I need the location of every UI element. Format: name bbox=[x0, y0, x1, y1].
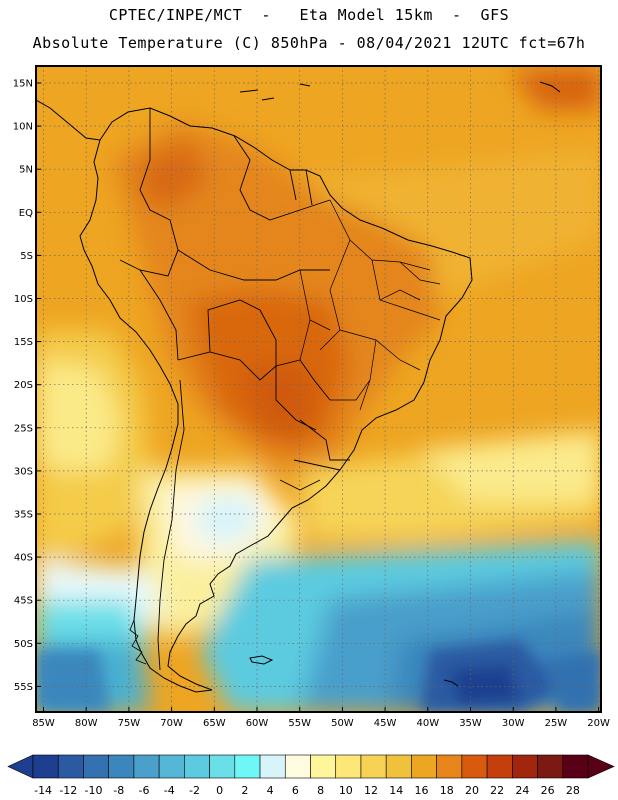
colorbar-swatch bbox=[133, 754, 160, 779]
colorbar-label: 28 bbox=[566, 784, 580, 797]
colorbar-swatch bbox=[57, 754, 84, 779]
longitude-axis: 85W 80W 75W 70W 65W 60W 55W 50W 45W 40W 35W 30W 25W 2… bbox=[32, 707, 610, 729]
colorbar-label: 26 bbox=[541, 784, 555, 797]
lon-tick-label: 35W bbox=[459, 718, 482, 729]
colorbar-label: -6 bbox=[139, 784, 150, 797]
south-america-coastline bbox=[79, 107, 473, 693]
chart-title-line1: CPTEC/INPE/MCT - Eta Model 15km - GFS bbox=[108, 6, 510, 24]
colorbar-label: -4 bbox=[164, 784, 175, 797]
state-borders bbox=[299, 199, 441, 411]
lat-tick-label: 30S bbox=[14, 466, 33, 477]
lat-tick-label: 5S bbox=[20, 251, 33, 262]
south-georgia bbox=[443, 679, 459, 687]
lat-tick-label: 20S bbox=[14, 380, 33, 391]
lon-tick-label: 55W bbox=[288, 718, 311, 729]
colorbar-label: -14 bbox=[34, 784, 52, 797]
lat-tick-label: 50S bbox=[14, 639, 33, 650]
lon-tick-label: 85W bbox=[32, 718, 55, 729]
lon-tick-label: 40W bbox=[416, 718, 439, 729]
lat-tick-label: 55S bbox=[14, 682, 33, 693]
lon-tick-label: 80W bbox=[75, 718, 98, 729]
colorbar-label: -12 bbox=[59, 784, 77, 797]
latitude-axis: 15N 10N 5N EQ 5S 10S 15S 20S 25S 30S 35S 40S 45S 50S 5… bbox=[13, 79, 41, 693]
colorbar-label: 0 bbox=[216, 784, 223, 797]
colorbar-label: -10 bbox=[85, 784, 103, 797]
colorbar-swatch bbox=[335, 754, 362, 779]
colorbar-swatch bbox=[436, 754, 463, 779]
colorbar-swatch bbox=[32, 754, 59, 779]
color-bar bbox=[7, 754, 615, 779]
colorbar-label: 2 bbox=[241, 784, 248, 797]
colorbar-swatch bbox=[184, 754, 210, 779]
lon-tick-label: 75W bbox=[118, 718, 141, 729]
coastlines-borders bbox=[36, 81, 561, 693]
colorbar-swatch bbox=[385, 754, 412, 779]
colorbar-label: 14 bbox=[389, 784, 403, 797]
chile-fjords bbox=[129, 619, 147, 665]
colorbar-swatch bbox=[360, 754, 387, 779]
lon-tick-label: 25W bbox=[545, 718, 568, 729]
caribbean-islands bbox=[239, 81, 561, 101]
lat-tick-label: 15N bbox=[13, 79, 33, 90]
lat-tick-label: 15S bbox=[14, 337, 33, 348]
colorbar-label: 16 bbox=[415, 784, 429, 797]
colorbar-label: 12 bbox=[364, 784, 378, 797]
lon-tick-label: 70W bbox=[160, 718, 183, 729]
lon-tick-label: 20W bbox=[587, 718, 610, 729]
lon-tick-label: 65W bbox=[203, 718, 226, 729]
colorbar-swatch bbox=[461, 754, 488, 779]
colorbar-label: 20 bbox=[465, 784, 479, 797]
lon-tick-label: 45W bbox=[374, 718, 397, 729]
lat-tick-label: 35S bbox=[14, 510, 33, 521]
lat-tick-label: EQ bbox=[19, 208, 33, 219]
colorbar-label: 4 bbox=[267, 784, 274, 797]
colorbar-swatch bbox=[537, 754, 564, 779]
colorbar-swatch bbox=[83, 754, 109, 779]
lat-tick-label: 25S bbox=[14, 423, 33, 434]
colorbar-min-arrow bbox=[7, 754, 34, 779]
falkland-islands bbox=[249, 655, 274, 665]
colorbar-label: 22 bbox=[490, 784, 504, 797]
colorbar-label: 24 bbox=[515, 784, 529, 797]
country-borders bbox=[119, 108, 350, 671]
colorbar-label: 10 bbox=[339, 784, 353, 797]
colorbar-swatch bbox=[284, 754, 311, 779]
colorbar-label: -2 bbox=[189, 784, 200, 797]
central-america-coast bbox=[36, 99, 101, 141]
colorbar-label: 6 bbox=[292, 784, 299, 797]
color-bar-labels: -14 -12 -10 -8 -6 -4 -2 0 2 4 6 8 10 12 14 16 18 20 22 24 26… bbox=[34, 784, 580, 797]
colorbar-swatch bbox=[512, 754, 538, 779]
lon-tick-label: 50W bbox=[331, 718, 354, 729]
lat-tick-label: 40S bbox=[14, 553, 33, 564]
colorbar-swatch bbox=[259, 754, 286, 779]
colorbar-swatch bbox=[411, 754, 437, 779]
lon-tick-label: 30W bbox=[502, 718, 525, 729]
colorbar-label: 18 bbox=[440, 784, 454, 797]
lat-tick-label: 5N bbox=[19, 165, 33, 176]
colorbar-swatch bbox=[310, 754, 337, 779]
lon-tick-label: 60W bbox=[246, 718, 269, 729]
colorbar-swatch bbox=[562, 754, 589, 779]
colorbar-label: 8 bbox=[317, 784, 324, 797]
lat-tick-label: 45S bbox=[14, 596, 33, 607]
chart-title-line2: Absolute Temperature (C) 850hPa - 08/04/… bbox=[32, 34, 586, 52]
colorbar-swatch bbox=[108, 754, 135, 779]
colorbar-swatch bbox=[234, 754, 261, 779]
colorbar-max-arrow bbox=[587, 754, 615, 779]
lat-tick-label: 10N bbox=[13, 122, 33, 133]
lat-tick-label: 10S bbox=[14, 294, 33, 305]
colorbar-swatch bbox=[158, 754, 185, 779]
temperature-field bbox=[36, 66, 601, 712]
plot-frame bbox=[35, 65, 602, 713]
colorbar-label: -8 bbox=[113, 784, 124, 797]
colorbar-swatch bbox=[209, 754, 236, 779]
colorbar-swatch bbox=[486, 754, 513, 779]
